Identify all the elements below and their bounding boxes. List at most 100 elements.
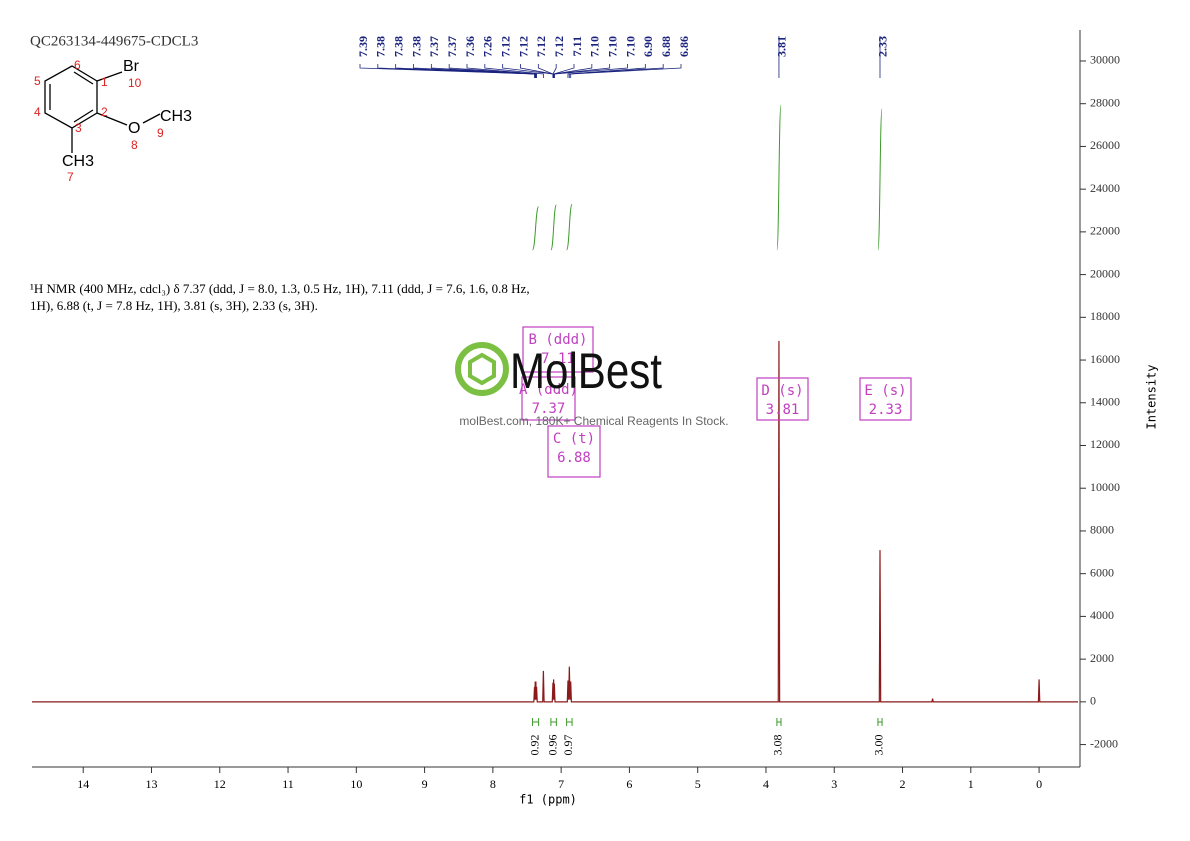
multiplet-label: C (t) xyxy=(553,431,595,447)
multiplet-shift: 6.88 xyxy=(557,450,591,466)
x-tick-label: 2 xyxy=(900,777,906,791)
atom-number: 5 xyxy=(34,74,41,88)
peak-connector xyxy=(448,64,537,78)
y-tick-label: 6000 xyxy=(1090,565,1114,579)
x-tick-label: 9 xyxy=(422,777,428,791)
peak-connector xyxy=(552,64,557,78)
peak-label: 7.10 xyxy=(623,36,637,57)
peak-label: 6.90 xyxy=(641,36,655,57)
x-tick-label: 10 xyxy=(350,777,362,791)
multiplet-label: B (ddd) xyxy=(528,332,587,348)
multiplet-shift: 7.11 xyxy=(541,351,575,367)
multiplet-shift: 2.33 xyxy=(869,402,903,418)
y-tick-label: 28000 xyxy=(1090,95,1120,109)
peak-label: 7.36 xyxy=(463,36,477,57)
x-tick-label: 1 xyxy=(968,777,974,791)
integral-bracket xyxy=(566,718,573,726)
atom: CH3 xyxy=(62,153,94,170)
integral-curve xyxy=(877,108,883,251)
peak-label: 7.38 xyxy=(391,36,405,57)
atom-number: 2 xyxy=(101,105,108,119)
x-tick-label: 11 xyxy=(282,777,294,791)
description: ¹H NMR (400 MHz, cdcl₃) δ 7.37 (ddd, J =… xyxy=(30,281,530,296)
y-tick-label: 8000 xyxy=(1090,523,1114,537)
peak-label: 3.81 xyxy=(775,36,789,57)
multiplet-label: E (s) xyxy=(864,383,906,399)
y-tick-label: 20000 xyxy=(1090,266,1120,280)
bond xyxy=(73,109,94,123)
y-tick-label: 22000 xyxy=(1090,224,1120,238)
integral-bracket xyxy=(531,718,540,726)
peak-label: 7.26 xyxy=(481,36,495,57)
peak-connector xyxy=(413,64,536,78)
atom-number: 10 xyxy=(128,76,142,90)
tagline: molBest.com, 180K+ Chemical Reagents In … xyxy=(459,414,728,428)
integral-bracket xyxy=(550,718,557,726)
multiplet-label: D (s) xyxy=(761,383,803,399)
bond xyxy=(96,71,123,82)
integral-label: 0.92 xyxy=(527,735,541,756)
integral-bracket xyxy=(877,718,883,726)
peak-label: 7.11 xyxy=(570,36,584,56)
x-tick-label: 4 xyxy=(763,777,769,791)
integral-bracket xyxy=(776,718,782,726)
peak-label: 2.33 xyxy=(876,36,890,57)
atom: CH3 xyxy=(160,108,192,125)
integral-curve xyxy=(566,203,573,251)
peak-connector xyxy=(567,64,646,78)
multiplet-label: A (ddd) xyxy=(519,382,578,398)
x-tick-label: 12 xyxy=(214,777,226,791)
y-tick-label: -2000 xyxy=(1090,736,1118,750)
spectrum xyxy=(32,340,1078,703)
peak-label: 7.37 xyxy=(445,36,459,57)
x-tick-label: 3 xyxy=(831,777,837,791)
integral-label: 0.96 xyxy=(545,735,559,756)
peak-connector xyxy=(553,64,575,78)
x-tick-label: 8 xyxy=(490,777,496,791)
peak-label: 6.88 xyxy=(659,36,673,57)
peak-connector xyxy=(568,64,664,78)
x-tick-label: 0 xyxy=(1036,777,1042,791)
atom-number: 3 xyxy=(75,121,82,135)
atom-number: 4 xyxy=(34,105,41,119)
peak-label: 7.39 xyxy=(356,36,370,57)
y-tick-label: 0 xyxy=(1090,694,1096,708)
bond xyxy=(96,112,128,126)
y-tick-label: 2000 xyxy=(1090,651,1114,665)
atom-number: 1 xyxy=(101,75,108,89)
y-tick-label: 4000 xyxy=(1090,608,1114,622)
atom: Br xyxy=(123,58,140,75)
peak-connector xyxy=(484,64,544,78)
integral-label: 3.00 xyxy=(872,735,886,756)
multiplet-box xyxy=(522,326,594,373)
multiplet-box xyxy=(756,377,809,421)
x-tick-label: 7 xyxy=(558,777,564,791)
y-tick-label: 10000 xyxy=(1090,480,1120,494)
atom: O xyxy=(128,120,140,137)
peak-label: 7.12 xyxy=(498,36,512,57)
y-tick-label: 24000 xyxy=(1090,181,1120,195)
peak-label: 7.38 xyxy=(409,36,423,57)
integral-curve xyxy=(550,204,557,251)
peak-connector xyxy=(537,64,554,78)
brand: MolBest xyxy=(510,343,662,399)
peak-label: 7.10 xyxy=(588,36,602,57)
peak-connector xyxy=(553,64,628,78)
y-tick-label: 16000 xyxy=(1090,352,1120,366)
logo-hex xyxy=(468,352,496,386)
y-tick-label: 26000 xyxy=(1090,138,1120,152)
integral-curve xyxy=(531,206,540,251)
multiplet-box xyxy=(859,377,912,421)
atom-number: 6 xyxy=(74,58,81,72)
x-axis-title: f1 (ppm) xyxy=(519,793,577,807)
watermark: MolBest molBest.com, 180K+ Chemical Reag… xyxy=(455,342,729,428)
atom-number: 8 xyxy=(131,138,138,152)
x-tick-label: 6 xyxy=(626,777,632,791)
peak-connector xyxy=(570,64,682,78)
x-tick-label: 14 xyxy=(77,777,89,791)
atom-numbers: 1 2 3 4 5 6 7 8 9 10 xyxy=(34,58,164,184)
multiplet-shift: 7.37 xyxy=(532,401,566,417)
y-tick-label: 30000 xyxy=(1090,53,1120,67)
peak-label: 7.10 xyxy=(605,36,619,57)
